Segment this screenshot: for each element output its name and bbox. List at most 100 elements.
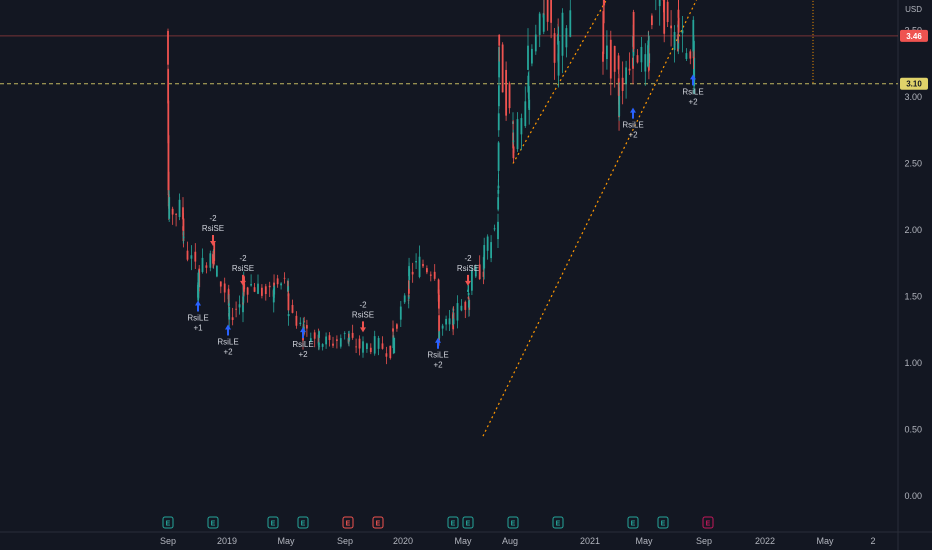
channel-line [512,0,608,164]
signal-label: RsiSE [457,264,479,273]
earnings-icon[interactable] [372,516,384,529]
earnings-label: E [706,521,711,528]
candle-body [403,295,406,303]
earnings-label: E [301,521,306,528]
candle-body [651,15,653,26]
candle-body [223,283,226,293]
candle-body [216,265,218,277]
candle-body [565,28,568,48]
candle-body [283,277,286,279]
candle-body [336,339,338,341]
earnings-icon[interactable] [267,516,279,529]
signal-qty: +2 [298,350,308,359]
candle-body [197,291,200,299]
x-tick-label: May [635,536,653,546]
exit-arrow-icon [360,321,366,333]
candle-body [538,13,541,35]
earnings-icon[interactable] [462,516,474,529]
entry-arrow-icon [225,324,231,336]
candle-body [253,287,256,292]
currency-label: USD [905,5,922,14]
candle-body [602,11,605,54]
candle-body [617,55,620,70]
signal-qty: +1 [193,324,203,333]
candle-body [685,53,688,59]
exit-arrow-icon [210,234,216,246]
candle-body [486,236,489,251]
candle-body [389,345,392,359]
candle-body [280,283,282,286]
x-tick-label: May [816,536,834,546]
earnings-icon[interactable] [447,516,459,529]
earnings-icon[interactable] [207,516,219,529]
earnings-icon[interactable] [657,516,669,529]
candle-body [422,263,424,267]
signal-qty: +2 [223,347,233,356]
candle-body [658,0,661,7]
candle-body [411,271,414,275]
x-tick-label: May [277,536,295,546]
candle-body [681,30,684,34]
candle-body [553,33,556,63]
earnings-icon[interactable] [507,516,519,529]
signal-qty: -2 [209,214,217,223]
candle-body [415,261,417,263]
earnings-icon[interactable] [297,516,309,529]
entry-arrow-icon [630,107,636,119]
x-tick-label: Sep [696,536,712,546]
candle-body [467,297,470,299]
candle-body [632,57,634,69]
entry-arrow-icon [300,327,306,339]
x-tick-label: 2019 [217,536,237,546]
entry-arrow-icon [435,337,441,349]
candle-body [246,287,249,295]
candle-body [561,12,564,56]
candle-body [689,51,692,59]
earnings-label: E [346,521,351,528]
candle-body [640,46,643,63]
candle-body [483,245,486,269]
earnings-icon[interactable] [342,516,354,529]
candle-body [628,68,631,71]
candle-body [666,1,669,22]
earnings-icon[interactable] [627,516,639,529]
earnings-icon[interactable] [702,516,714,529]
candle-body [313,332,316,339]
candle-body [408,268,411,280]
candle-body [250,284,252,286]
y-tick-label: 0.00 [904,491,922,501]
candle-body [456,303,459,321]
candle-body [321,344,324,347]
x-tick-label: Aug [502,536,518,546]
x-tick-label: May [454,536,472,546]
candle-body [392,328,394,332]
candle-body [392,335,395,349]
candle-body [437,279,440,294]
y-tick-label: 0.50 [904,425,922,435]
candle-body [498,34,501,46]
signal-label: RsiSE [232,264,254,273]
candle-body [242,302,244,313]
earnings-icon[interactable] [552,516,564,529]
candle-body [467,289,469,292]
candle-body [569,10,572,37]
candle-body [351,332,354,338]
signal-label: RsiSE [202,224,224,233]
y-tick-label: 3.00 [904,92,922,102]
signal-qty: -2 [464,254,472,263]
signal-label: RsiSE [352,310,374,319]
candle-body [527,75,530,92]
candle-body [418,256,421,277]
candle-body [182,207,184,220]
x-tick-label: 2022 [755,536,775,546]
earnings-icon[interactable] [162,516,174,529]
candle-body [171,208,174,215]
candle-body [209,253,212,268]
candle-body [318,331,320,338]
candle-body [212,254,214,264]
earnings-label: E [376,521,381,528]
candle-body [452,318,455,325]
y-tick-label: 1.00 [904,358,922,368]
earnings-label: E [271,521,276,528]
